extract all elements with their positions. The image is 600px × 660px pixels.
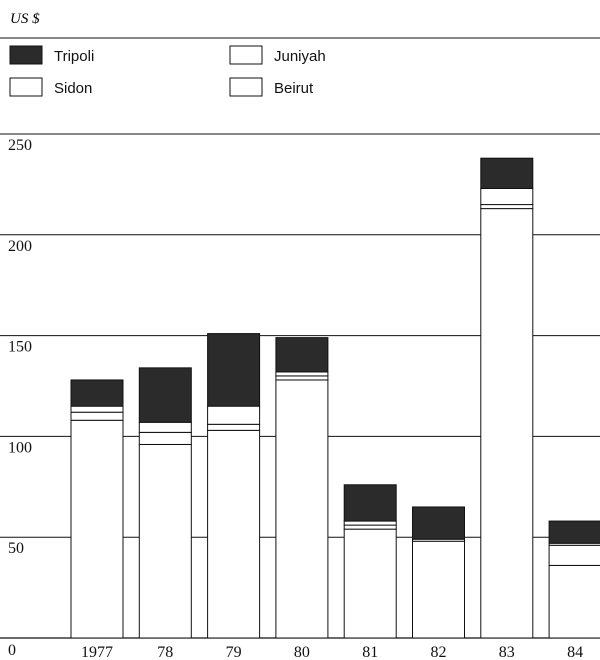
bar-stack-84 <box>548 520 600 639</box>
legend-item-sidon: Sidon <box>9 77 92 97</box>
bar-segment-juniyah-80 <box>275 371 329 377</box>
bar-segment-sidon-83 <box>480 204 534 210</box>
bar-segment-beirut-1977 <box>70 419 124 639</box>
x-tick-label: 80 <box>294 644 310 660</box>
bar-stack-78 <box>138 367 192 639</box>
bar-segment-tripoli-80 <box>275 337 329 373</box>
bar-segment-sidon-80 <box>275 375 329 381</box>
legend-swatch-tripoli <box>9 45 43 65</box>
bar-segment-juniyah-83 <box>480 187 534 206</box>
legend-swatch-sidon <box>9 77 43 97</box>
x-axis-ticks: 1977 78 79 80 81 82 83 84 <box>81 644 583 660</box>
y-tick-label: 100 <box>8 439 32 456</box>
bar-stack-80 <box>275 337 329 639</box>
legend-swatch-juniyah <box>229 45 263 65</box>
bar-segment-sidon-84 <box>548 544 600 566</box>
bar-segment-tripoli-1977 <box>70 379 124 407</box>
legend-item-juniyah: Juniyah <box>229 45 326 65</box>
y-tick-label: 0 <box>8 642 16 659</box>
legend-label-beirut: Beirut <box>274 80 314 97</box>
bar-segment-beirut-84 <box>548 564 600 639</box>
bars-layer <box>70 157 600 639</box>
bar-stack-81 <box>343 484 397 639</box>
bar-stack-1977 <box>70 379 124 639</box>
bar-segment-sidon-81 <box>343 524 397 530</box>
bar-segment-sidon-1977 <box>70 411 124 421</box>
x-tick-label: 82 <box>431 644 447 660</box>
y-tick-label: 250 <box>8 137 32 154</box>
x-tick-label: 81 <box>362 644 378 660</box>
bar-segment-beirut-83 <box>480 208 534 639</box>
legend-item-tripoli: Tripoli <box>9 45 94 65</box>
bar-segment-juniyah-79 <box>207 405 261 425</box>
bar-segment-sidon-78 <box>138 431 192 445</box>
bar-segment-tripoli-81 <box>343 484 397 522</box>
bar-segment-sidon-79 <box>207 423 261 431</box>
bar-segment-beirut-80 <box>275 379 329 639</box>
bar-segment-tripoli-83 <box>480 157 534 189</box>
y-tick-label: 150 <box>8 339 32 356</box>
bar-segment-beirut-81 <box>343 528 397 639</box>
legend-label-sidon: Sidon <box>54 80 92 97</box>
legend-swatch-beirut <box>229 77 263 97</box>
bar-segment-tripoli-78 <box>138 367 192 423</box>
bar-segment-beirut-78 <box>138 443 192 639</box>
y-tick-label: 200 <box>8 238 32 255</box>
bar-segment-juniyah-81 <box>343 520 397 526</box>
legend-label-tripoli: Tripoli <box>54 48 94 65</box>
bar-stack-79 <box>207 333 261 639</box>
y-tick-label: 50 <box>8 540 24 557</box>
x-tick-label: 78 <box>157 644 173 660</box>
bar-segment-juniyah-78 <box>138 421 192 433</box>
bar-stack-82 <box>412 506 465 639</box>
x-tick-label: 83 <box>499 644 515 660</box>
legend: Tripoli Juniyah Sidon Beirut <box>9 45 326 97</box>
bar-stack-83 <box>480 157 534 639</box>
bar-segment-beirut-82 <box>412 540 465 639</box>
bar-segment-tripoli-82 <box>412 506 465 540</box>
x-tick-label: 1977 <box>81 644 113 660</box>
legend-label-juniyah: Juniyah <box>274 48 326 65</box>
bar-segment-juniyah-1977 <box>70 405 124 413</box>
bar-segment-beirut-79 <box>207 429 261 639</box>
bar-segment-tripoli-79 <box>207 333 261 407</box>
legend-item-beirut: Beirut <box>229 77 314 97</box>
bar-segment-tripoli-84 <box>548 520 600 544</box>
x-tick-label: 84 <box>567 644 583 660</box>
x-tick-label: 79 <box>226 644 242 660</box>
y-axis-ticks: 0 50 100 150 200 250 <box>8 137 32 659</box>
y-unit-label: US $ <box>10 11 40 27</box>
